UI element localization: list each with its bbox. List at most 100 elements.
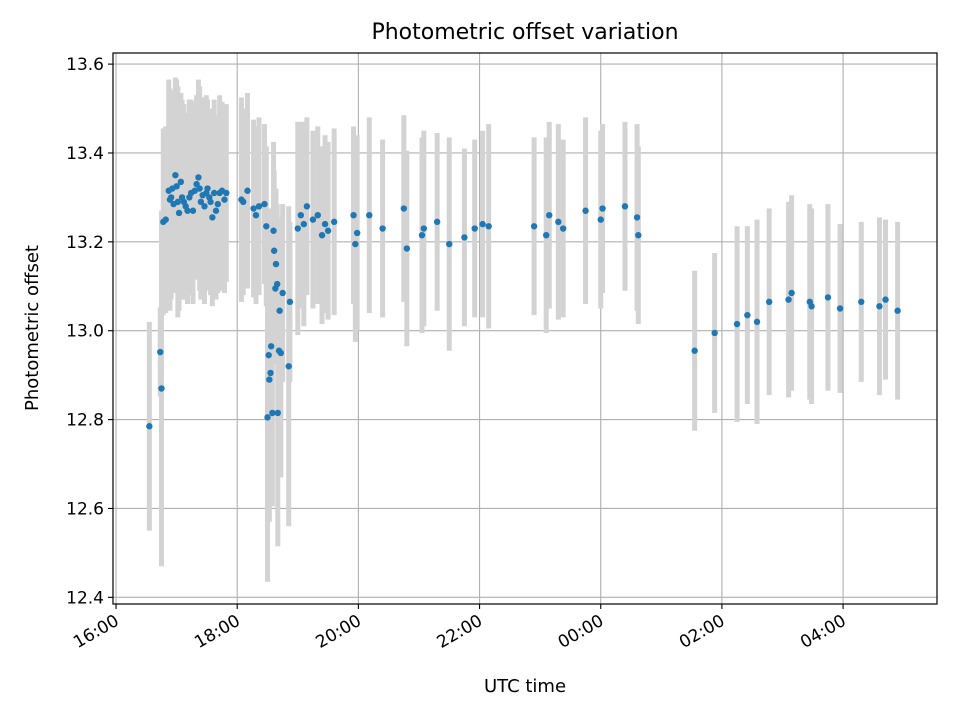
data-point — [858, 298, 865, 306]
data-point — [270, 227, 277, 234]
data-point — [189, 207, 197, 214]
plot-frame — [112, 52, 938, 605]
x-tick-label: 00:00 — [555, 611, 607, 653]
data-point — [314, 211, 321, 219]
data-point — [173, 183, 180, 190]
data-point — [209, 214, 216, 221]
data-point — [201, 203, 208, 210]
data-point — [285, 363, 292, 370]
grid-layer — [113, 53, 937, 604]
data-point — [446, 240, 453, 248]
data-point — [788, 289, 795, 297]
data-point — [196, 185, 203, 192]
data-point — [418, 231, 426, 239]
data-point — [204, 185, 211, 192]
data-point — [184, 207, 191, 214]
data-point — [621, 203, 629, 210]
y-tick-label: 13.2 — [66, 233, 104, 253]
data-point — [785, 296, 792, 303]
data-point — [471, 225, 478, 232]
chart-title: Photometric offset variation — [371, 20, 678, 45]
data-point — [207, 198, 214, 206]
data-point — [403, 245, 411, 252]
data-point — [264, 414, 271, 421]
data-point — [162, 216, 169, 223]
data-point — [272, 260, 280, 268]
data-point — [318, 231, 326, 239]
data-point — [279, 289, 286, 297]
data-point — [221, 196, 228, 203]
data-point — [197, 198, 205, 206]
data-point — [265, 351, 272, 359]
data-point — [195, 174, 202, 181]
y-tick-label: 13.6 — [66, 55, 104, 75]
data-point — [479, 220, 486, 228]
data-point — [223, 189, 230, 197]
data-point — [400, 205, 408, 212]
data-point — [266, 376, 273, 383]
data-point — [269, 409, 276, 417]
data-point — [461, 234, 468, 241]
data-point — [158, 385, 165, 392]
data-point — [172, 171, 179, 179]
x-axis-label: UTC time — [484, 676, 566, 697]
y-tick-label: 13.0 — [66, 322, 104, 342]
data-point — [894, 307, 901, 314]
data-point — [582, 207, 589, 214]
data-point — [174, 198, 182, 206]
data-point — [273, 280, 281, 288]
y-tick-label: 12.6 — [66, 499, 104, 519]
data-point — [214, 200, 222, 208]
data-point — [191, 187, 198, 194]
y-tick-label: 12.8 — [66, 411, 104, 431]
y-tick-label: 13.4 — [66, 144, 104, 164]
data-point — [255, 203, 263, 210]
data-point — [244, 187, 251, 194]
data-point — [297, 211, 305, 219]
data-point — [597, 216, 604, 223]
data-point — [559, 225, 567, 232]
data-point — [267, 369, 274, 377]
data-point — [691, 347, 698, 354]
data-point — [167, 194, 175, 201]
x-tick-label: 16:00 — [70, 611, 122, 653]
data-point — [753, 318, 761, 326]
data-point — [555, 218, 562, 226]
data-point — [379, 225, 386, 232]
data-point — [274, 409, 281, 417]
data-point — [210, 189, 218, 197]
data-point — [599, 205, 606, 212]
y-tick-label: 12.4 — [66, 588, 104, 608]
data-point — [276, 307, 283, 314]
data-point — [252, 211, 260, 219]
data-point — [808, 303, 815, 310]
data-point — [286, 298, 294, 306]
data-point — [175, 209, 183, 217]
data-point — [530, 223, 538, 230]
data-point — [485, 223, 492, 230]
data-point — [543, 231, 550, 239]
data-point — [350, 211, 357, 219]
data-point — [330, 218, 338, 226]
data-point — [635, 231, 642, 239]
data-point — [261, 200, 268, 208]
data-point — [212, 207, 220, 214]
data-point — [876, 303, 883, 310]
data-point — [157, 348, 164, 356]
data-point — [765, 298, 773, 306]
data-point — [420, 225, 428, 232]
data-point — [250, 205, 257, 212]
x-tick-label: 04:00 — [797, 611, 849, 653]
y-axis-label: Photometric offset — [22, 245, 43, 411]
data-point — [240, 198, 247, 206]
x-tick-label: 02:00 — [676, 611, 728, 653]
data-point — [633, 214, 641, 221]
data-point — [321, 220, 329, 228]
data-point — [433, 218, 441, 226]
data-point — [352, 240, 359, 248]
data-point — [309, 216, 317, 223]
data-point — [366, 211, 373, 219]
data-point — [146, 423, 153, 430]
data-point — [300, 220, 308, 228]
